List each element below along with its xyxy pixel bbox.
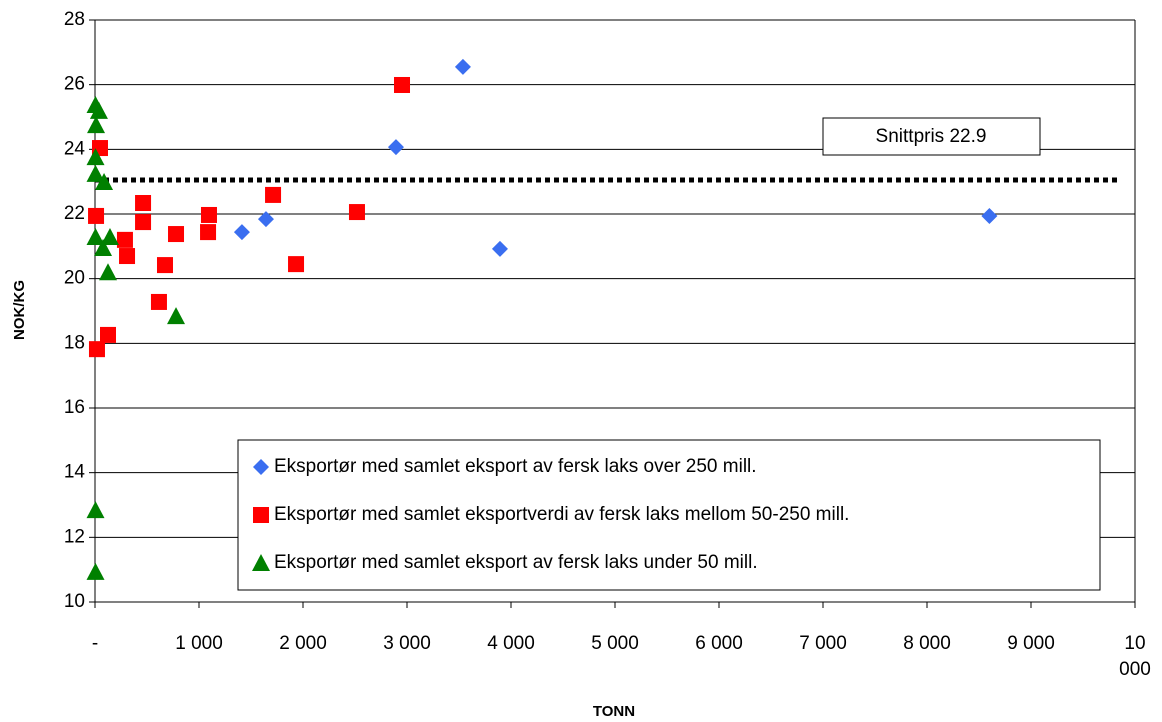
legend-box xyxy=(237,439,1101,591)
point xyxy=(88,207,105,224)
point xyxy=(288,256,305,273)
point xyxy=(88,341,105,358)
point xyxy=(387,139,404,156)
point xyxy=(150,293,167,310)
y-tick-label: 20 xyxy=(64,268,85,289)
x-axis-title: TONN xyxy=(593,703,635,720)
point xyxy=(99,263,117,281)
x-tick-label: 5 000 xyxy=(591,633,639,654)
point xyxy=(119,248,136,265)
legend-marker xyxy=(252,554,270,571)
legend-label: Eksportør med samlet eksportverdi av fer… xyxy=(274,504,849,525)
x-tick-label: 8 000 xyxy=(903,633,951,654)
point xyxy=(86,227,105,245)
point xyxy=(135,195,152,212)
x-tick-label: 7 000 xyxy=(799,633,847,654)
point xyxy=(265,186,282,203)
legend-marker xyxy=(253,459,269,475)
x-tick-label: 1 000 xyxy=(175,633,223,654)
y-tick-label: 14 xyxy=(64,462,86,483)
point xyxy=(100,326,116,343)
point xyxy=(86,562,105,580)
point xyxy=(86,148,105,166)
annotation-box xyxy=(822,117,1041,156)
point xyxy=(454,58,471,75)
annotation: Snittpris 22.9 xyxy=(876,126,987,147)
x-tick-label: 6 000 xyxy=(695,633,743,654)
point xyxy=(116,231,133,248)
point xyxy=(86,164,105,182)
y-tick-label: 26 xyxy=(64,74,85,95)
x-tick-label: 4 000 xyxy=(487,633,535,654)
point xyxy=(156,257,173,274)
legend-label: Eksportør med samlet eksport av fersk la… xyxy=(274,456,757,477)
point xyxy=(200,206,217,223)
point xyxy=(233,224,250,241)
y-tick-label: 10 xyxy=(64,591,85,612)
y-axis-title: NOK/KG xyxy=(11,280,28,340)
point xyxy=(94,238,113,256)
point xyxy=(87,116,106,134)
x-tick-label: 2 000 xyxy=(279,633,327,654)
point xyxy=(257,211,274,228)
legend-marker xyxy=(253,507,269,523)
point xyxy=(100,227,119,245)
x-tick-label: 10 000 xyxy=(1119,633,1151,680)
point xyxy=(394,76,411,93)
x-tick-label: 9 000 xyxy=(1007,633,1055,654)
x-tick-label: 3 000 xyxy=(383,633,431,654)
point xyxy=(89,101,108,119)
point xyxy=(491,240,508,257)
point xyxy=(167,307,186,325)
y-tick-label: 22 xyxy=(64,203,85,224)
point xyxy=(168,226,185,243)
point xyxy=(348,204,365,221)
point xyxy=(200,224,217,241)
point xyxy=(86,501,105,519)
y-tick-label: 18 xyxy=(64,332,85,353)
point xyxy=(135,214,152,231)
y-tick-label: 12 xyxy=(64,526,85,547)
point xyxy=(981,207,998,224)
point xyxy=(95,172,114,190)
legend-label: Eksportør med samlet eksport av fersk la… xyxy=(274,552,758,573)
y-tick-label: 24 xyxy=(64,138,86,159)
y-tick-label: 28 xyxy=(64,9,85,30)
x-tick-label: - xyxy=(91,633,99,654)
y-tick-label: 16 xyxy=(64,397,85,418)
